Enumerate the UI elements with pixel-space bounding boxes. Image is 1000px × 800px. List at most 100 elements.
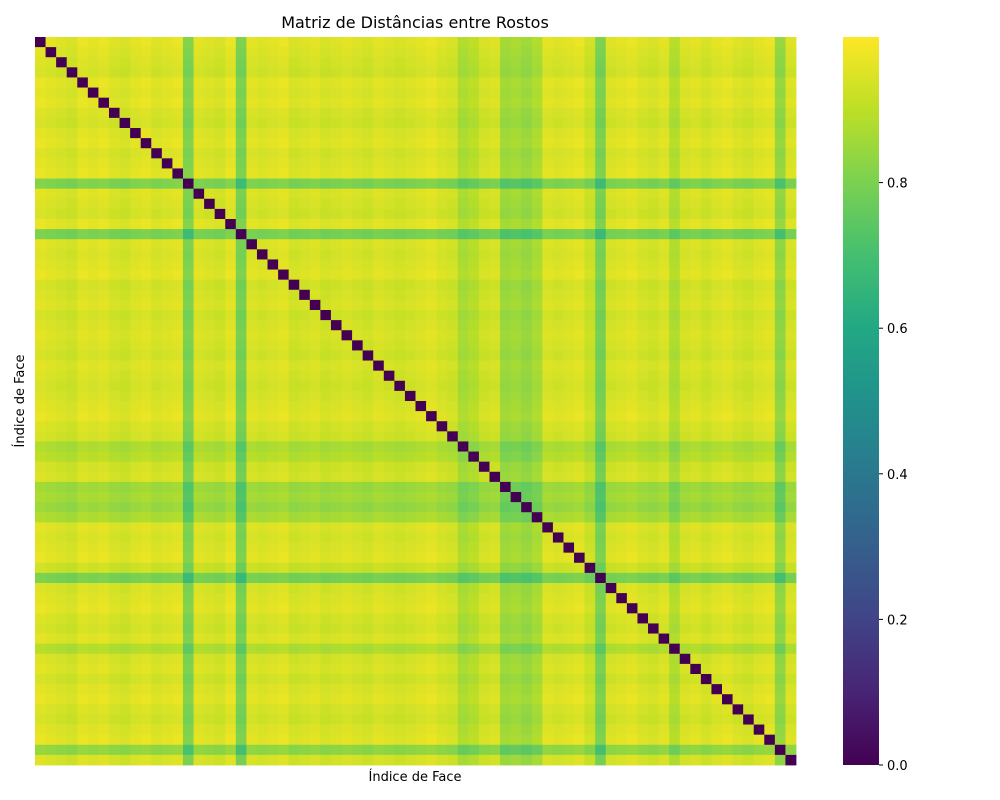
heatmap-cell — [457, 188, 469, 200]
heatmap-cell — [66, 734, 78, 746]
heatmap-cell — [616, 684, 628, 695]
heatmap-cell — [626, 198, 638, 210]
heatmap-cell — [732, 148, 744, 159]
heatmap-cell — [542, 158, 554, 169]
heatmap-cell — [510, 704, 522, 715]
heatmap-cell — [98, 279, 110, 291]
heatmap-cell — [785, 47, 797, 58]
heatmap-cell — [193, 168, 205, 179]
heatmap-cell — [35, 522, 46, 533]
heatmap-cell — [108, 714, 120, 725]
heatmap-cell — [637, 178, 649, 190]
heatmap-cell — [352, 643, 364, 655]
heatmap-cell — [66, 97, 78, 109]
heatmap-cell — [584, 512, 596, 523]
heatmap-cell — [447, 613, 459, 624]
heatmap-cell — [584, 633, 596, 645]
heatmap-cell — [743, 451, 755, 463]
heatmap-cell — [785, 704, 797, 715]
heatmap-cell — [320, 734, 332, 746]
heatmap-cell — [500, 380, 512, 392]
heatmap-cell — [172, 37, 184, 48]
heatmap-cell — [510, 360, 522, 372]
heatmap-cell — [56, 117, 68, 129]
heatmap-cell — [753, 178, 765, 190]
heatmap-cell — [595, 512, 607, 523]
heatmap-cell — [478, 441, 490, 452]
heatmap-cell — [478, 542, 490, 554]
heatmap-cell — [711, 583, 723, 594]
heatmap-cell — [658, 593, 670, 604]
heatmap-cell — [341, 663, 353, 675]
heatmap-cell — [256, 219, 268, 230]
heatmap-cell — [235, 229, 247, 240]
heatmap-cell — [320, 299, 332, 311]
heatmap-cell — [753, 471, 765, 483]
heatmap-cell — [77, 512, 89, 523]
heatmap-cell — [77, 117, 89, 129]
heatmap-cell — [457, 168, 469, 179]
heatmap-cell — [108, 47, 120, 58]
heatmap-cell — [605, 320, 617, 331]
heatmap-cell — [56, 380, 68, 392]
heatmap-cell — [193, 77, 205, 88]
heatmap-cell — [584, 411, 596, 422]
heatmap-cell — [299, 77, 311, 88]
heatmap-cell — [552, 583, 564, 594]
heatmap-cell — [352, 441, 364, 452]
heatmap-cell — [436, 481, 448, 493]
heatmap-cell — [521, 552, 533, 564]
heatmap-cell — [299, 330, 311, 341]
heatmap-cell — [436, 208, 448, 220]
heatmap-cell — [426, 643, 438, 655]
heatmap-cell — [774, 208, 786, 220]
heatmap-cell — [426, 492, 438, 503]
heatmap-cell — [130, 87, 142, 99]
heatmap-cell — [341, 461, 353, 473]
heatmap-cell — [669, 107, 681, 119]
heatmap-cell — [225, 593, 237, 604]
heatmap-cell — [404, 704, 416, 715]
heatmap-cell — [204, 572, 216, 584]
heatmap-cell — [447, 279, 459, 291]
heatmap-cell — [732, 471, 744, 483]
heatmap-cell — [204, 148, 216, 159]
heatmap-cell — [457, 643, 469, 655]
heatmap-cell — [616, 481, 628, 493]
heatmap-cell — [669, 471, 681, 483]
heatmap-cell — [320, 128, 332, 139]
heatmap-cell — [774, 239, 786, 250]
heatmap-cell — [679, 208, 691, 220]
heatmap-cell — [510, 37, 522, 48]
heatmap-cell — [722, 158, 733, 169]
heatmap-cell — [278, 674, 290, 685]
heatmap-cell — [288, 401, 300, 412]
heatmap-cell — [542, 87, 554, 99]
heatmap-cell — [383, 542, 395, 554]
heatmap-cell — [214, 694, 226, 705]
heatmap-cell — [87, 421, 99, 432]
heatmap-cell — [45, 279, 57, 291]
heatmap-cell — [616, 623, 628, 634]
heatmap-cell — [330, 148, 342, 159]
heatmap-cell — [679, 269, 691, 281]
heatmap-cell — [404, 684, 416, 695]
heatmap-cell — [658, 168, 670, 179]
heatmap-cell — [679, 572, 691, 584]
heatmap-cell — [330, 340, 342, 351]
heatmap-cell — [98, 613, 110, 624]
heatmap-cell — [383, 724, 395, 736]
heatmap-cell — [130, 451, 142, 463]
heatmap-cell — [193, 663, 205, 675]
heatmap-cell — [87, 401, 99, 412]
heatmap-cell — [679, 188, 691, 200]
heatmap-cell — [352, 57, 364, 68]
heatmap-cell — [574, 522, 586, 533]
heatmap-cell — [214, 461, 226, 473]
heatmap-cell — [510, 239, 522, 250]
heatmap-cell — [626, 512, 638, 523]
heatmap-cell — [489, 684, 501, 695]
heatmap-cell — [722, 87, 733, 99]
heatmap-cell — [56, 714, 68, 725]
heatmap-cell — [278, 734, 290, 746]
